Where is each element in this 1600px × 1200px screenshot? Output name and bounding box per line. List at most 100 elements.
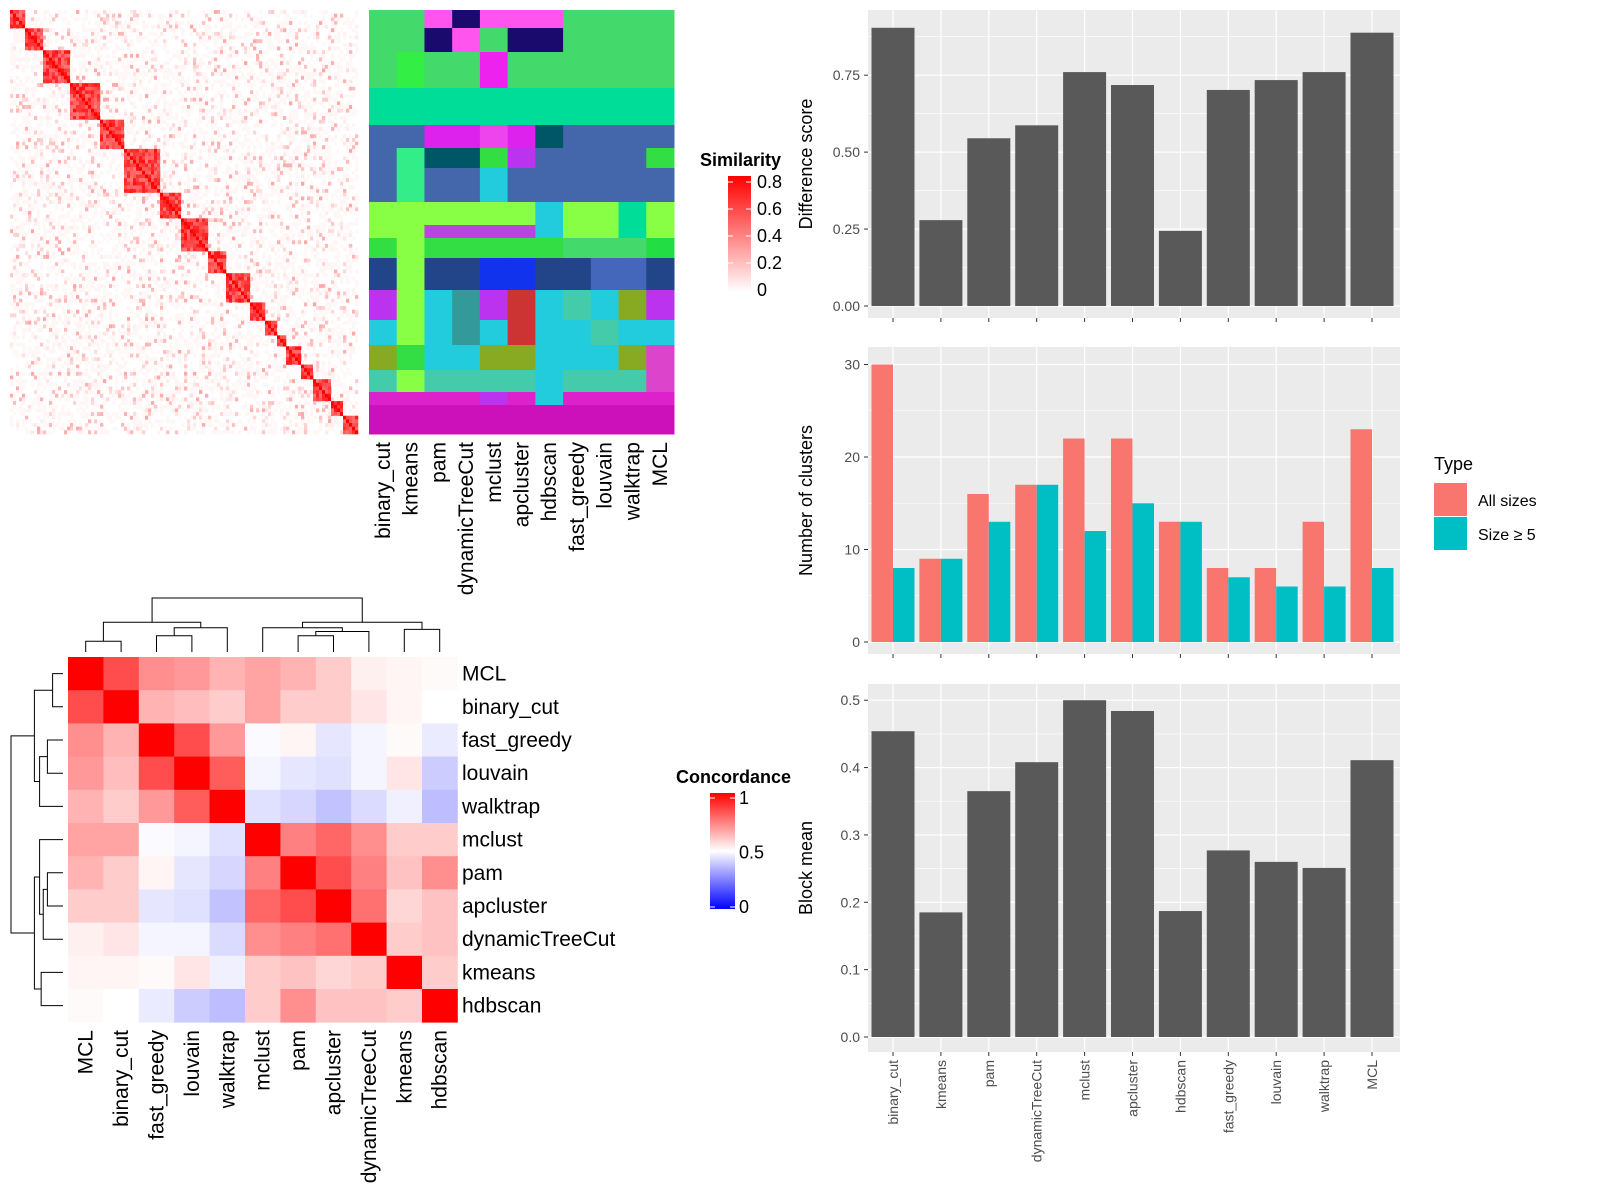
similarity-cell: [136, 75, 140, 80]
similarity-cell: [355, 68, 359, 73]
similarity-cell: [331, 108, 335, 113]
similarity-cell: [217, 207, 221, 212]
similarity-cell: [22, 105, 26, 109]
similarity-cell: [202, 105, 206, 109]
similarity-cell: [187, 108, 191, 113]
similarity-cell: [274, 167, 278, 172]
similarity-cell: [184, 280, 188, 285]
similarity-cell: [307, 258, 311, 263]
similarity-cell: [235, 130, 239, 135]
similarity-cell: [196, 265, 200, 270]
similarity-cell: [106, 262, 110, 267]
similarity-cell: [247, 181, 251, 186]
similarity-cell: [145, 105, 149, 109]
similarity-cell: [352, 90, 356, 95]
similarity-cell: [343, 211, 347, 215]
similarity-cell: [313, 116, 317, 120]
similarity-cell: [169, 134, 173, 139]
similarity-cell: [259, 50, 263, 55]
similarity-cell: [94, 152, 98, 157]
similarity-cell: [181, 225, 185, 230]
similarity-cell: [226, 185, 230, 190]
similarity-cell: [148, 39, 152, 44]
similarity-cell: [127, 163, 131, 168]
similarity-cell: [100, 159, 104, 164]
similarity-cell: [304, 79, 308, 84]
similarity-cell: [88, 20, 92, 25]
similarity-cell: [220, 94, 224, 99]
similarity-cell: [292, 46, 296, 51]
similarity-cell: [355, 196, 359, 201]
similarity-cell: [121, 101, 125, 106]
similarity-cell: [25, 189, 29, 194]
similarity-cell: [208, 243, 212, 248]
similarity-cell: [103, 185, 107, 190]
similarity-cell: [223, 262, 227, 267]
similarity-cell: [61, 35, 65, 40]
similarity-cell: [52, 72, 56, 77]
similarity-cell: [190, 196, 194, 201]
similarity-cell: [226, 207, 230, 212]
similarity-cell: [334, 101, 338, 106]
similarity-cell: [220, 112, 224, 117]
similarity-cell: [220, 265, 224, 270]
similarity-cell: [274, 61, 278, 66]
similarity-cell: [235, 163, 239, 168]
similarity-cell: [217, 247, 221, 252]
similarity-cell: [94, 243, 98, 248]
similarity-cell: [235, 276, 239, 281]
similarity-cell: [127, 13, 131, 18]
similarity-cell: [190, 17, 194, 22]
similarity-cell: [88, 130, 92, 135]
similarity-cell: [100, 284, 104, 289]
similarity-cell: [70, 148, 74, 153]
similarity-cell: [145, 313, 149, 318]
similarity-cell: [16, 192, 20, 197]
similarity-cell: [31, 105, 35, 109]
similarity-cell: [100, 28, 104, 33]
similarity-cell: [139, 222, 143, 226]
similarity-cell: [331, 167, 335, 172]
similarity-cell: [208, 262, 212, 267]
similarity-cell: [265, 13, 269, 18]
similarity-cell: [313, 225, 317, 230]
similarity-cell: [190, 306, 194, 311]
similarity-cell: [43, 203, 47, 208]
similarity-cell: [34, 97, 38, 102]
similarity-cell: [124, 72, 128, 77]
similarity-cell: [313, 101, 317, 106]
similarity-cell: [37, 137, 41, 142]
similarity-cell: [109, 61, 113, 66]
similarity-cell: [37, 247, 41, 252]
similarity-cell: [310, 108, 314, 113]
similarity-cell: [316, 262, 320, 267]
similarity-cell: [277, 291, 281, 296]
similarity-cell: [178, 134, 182, 139]
similarity-cell: [118, 75, 122, 80]
similarity-cell: [352, 236, 356, 241]
similarity-cell: [142, 119, 146, 124]
similarity-cell: [61, 68, 65, 73]
similarity-cell: [52, 79, 56, 84]
similarity-cell: [181, 265, 185, 270]
similarity-cell: [28, 86, 32, 91]
similarity-cell: [52, 108, 56, 113]
similarity-cell: [142, 302, 146, 307]
similarity-cell: [289, 112, 293, 117]
similarity-cell: [196, 86, 200, 91]
similarity-cell: [232, 280, 236, 285]
similarity-cell: [82, 105, 86, 109]
similarity-cell: [61, 262, 65, 267]
similarity-cell: [220, 258, 224, 263]
similarity-cell: [328, 97, 332, 102]
similarity-cell: [49, 313, 53, 318]
similarity-cell: [223, 116, 227, 120]
similarity-cell: [310, 251, 314, 256]
similarity-cell: [157, 298, 161, 303]
similarity-cell: [139, 181, 143, 186]
similarity-cell: [337, 35, 341, 40]
similarity-cell: [112, 116, 116, 120]
similarity-cell: [112, 251, 116, 256]
similarity-cell: [25, 79, 29, 84]
similarity-cell: [163, 148, 167, 153]
